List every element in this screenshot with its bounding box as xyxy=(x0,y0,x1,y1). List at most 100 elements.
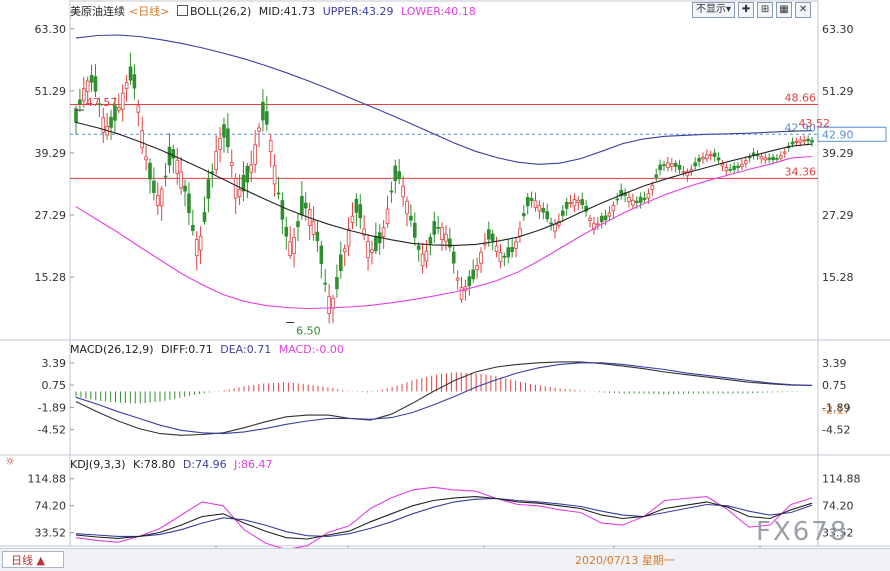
y-tick-label: 63.30 xyxy=(35,23,67,36)
candle-body xyxy=(560,210,565,216)
kdj-panel[interactable] xyxy=(75,486,813,551)
candle-body xyxy=(794,141,799,143)
candle-body xyxy=(148,162,152,180)
candle-body xyxy=(654,174,659,178)
candle-body xyxy=(740,163,744,167)
candle-body xyxy=(292,237,296,255)
candle-body xyxy=(389,190,394,193)
candle-body xyxy=(339,254,343,271)
crosshair-icon[interactable]: ✚ xyxy=(738,2,755,18)
macd-value: MACD:-0.00 xyxy=(278,343,344,356)
candle-body xyxy=(592,223,596,231)
symbol-name: 美原油连续 xyxy=(70,5,125,18)
macd-header: MACD(26,12,9) DIFF:0.71 DEA:0.71 MACD:-0… xyxy=(70,343,348,356)
y-tick-label-right: 27.29 xyxy=(822,209,854,222)
candle-body xyxy=(771,156,775,161)
candle-body xyxy=(599,215,604,223)
candle-body xyxy=(467,276,472,287)
candle-body xyxy=(533,200,538,209)
candle-body xyxy=(549,222,553,225)
boll-mid-line xyxy=(75,121,813,246)
current-price-box xyxy=(817,126,887,142)
candle-body xyxy=(89,75,94,83)
candle-body xyxy=(268,140,273,152)
candle-body xyxy=(580,199,585,205)
candle-body xyxy=(810,140,814,143)
y-tick-label: 3.39 xyxy=(42,357,67,370)
candle-body xyxy=(335,277,339,290)
candle-body xyxy=(666,162,670,168)
candle-body xyxy=(697,157,701,162)
candle-body xyxy=(163,175,168,178)
candle-body xyxy=(510,247,514,253)
period-tab[interactable]: 日线 ▲ xyxy=(2,551,64,568)
candle-body xyxy=(490,233,495,241)
y-tick-label-right: 74.20 xyxy=(822,500,854,513)
y-tick-label-right: 15.28 xyxy=(822,271,854,284)
kdj-label: KDJ(9,3,3) xyxy=(70,458,126,471)
period-label[interactable]: <日线> xyxy=(129,5,170,18)
grid-icon[interactable]: ▦ xyxy=(776,2,793,18)
macd-panel[interactable]: -2.17 xyxy=(75,361,850,436)
candle-body xyxy=(518,228,522,237)
kdj-settings-icon[interactable]: ☼ xyxy=(5,455,15,468)
boll-lower-line xyxy=(75,155,813,310)
candle-body xyxy=(448,238,452,248)
candle-body xyxy=(506,247,511,258)
candle-body xyxy=(323,282,328,285)
candle-body xyxy=(541,208,546,213)
y-tick-label-right: 3.39 xyxy=(822,357,847,370)
candle-body xyxy=(78,99,82,105)
candle-body xyxy=(743,160,748,164)
close-icon[interactable]: ✕ xyxy=(795,2,812,18)
kdj-d: D:74.96 xyxy=(182,458,227,471)
watermark-logo: FX678 xyxy=(756,517,849,547)
candle-body xyxy=(272,165,277,185)
extreme-label: 43.52 xyxy=(799,117,831,130)
zoom-icon[interactable]: ⊞ xyxy=(757,2,774,18)
candle-body xyxy=(374,235,378,252)
candle-body xyxy=(214,150,218,171)
current-price-label: 42.90 xyxy=(822,128,854,141)
candle-body xyxy=(424,250,429,262)
candle-body xyxy=(284,226,289,237)
kdj-j-line xyxy=(75,486,813,551)
candle-body xyxy=(327,296,331,314)
candle-body xyxy=(759,156,764,160)
candle-body xyxy=(596,223,600,226)
bottom-bar: 日线 ▲ xyxy=(0,548,890,571)
candle-body xyxy=(685,171,690,177)
candle-body xyxy=(366,240,370,258)
candle-body xyxy=(350,215,355,223)
extreme-label: 6.50 xyxy=(296,324,321,337)
hide-dropdown[interactable]: 不显示▾ xyxy=(692,2,736,18)
candle-body xyxy=(798,139,803,143)
boll-icon xyxy=(176,5,188,16)
kdj-k-line xyxy=(75,496,813,540)
candle-body xyxy=(385,208,390,225)
y-tick-label-right: 33.52 xyxy=(822,527,854,540)
candle-body xyxy=(159,188,164,207)
kdj-j: J:86.47 xyxy=(234,458,273,471)
candle-body xyxy=(132,74,137,89)
boll-lower: LOWER:40.18 xyxy=(400,5,476,18)
candle-body xyxy=(319,245,324,264)
candle-body xyxy=(265,111,269,125)
candle-body xyxy=(444,233,448,242)
y-tick-label-right: 0.75 xyxy=(822,379,847,392)
candle-body xyxy=(736,165,740,168)
candle-body xyxy=(405,200,409,215)
candle-body xyxy=(564,201,569,209)
candle-body xyxy=(475,265,479,271)
candle-body xyxy=(85,80,90,92)
candle-body xyxy=(81,88,86,102)
candle-body xyxy=(97,103,102,106)
candle-body xyxy=(202,212,207,222)
candle-body xyxy=(237,189,242,198)
kdj-d-line xyxy=(75,497,813,537)
candle-body xyxy=(311,220,316,235)
candle-body xyxy=(728,168,733,171)
candle-body xyxy=(420,253,425,267)
